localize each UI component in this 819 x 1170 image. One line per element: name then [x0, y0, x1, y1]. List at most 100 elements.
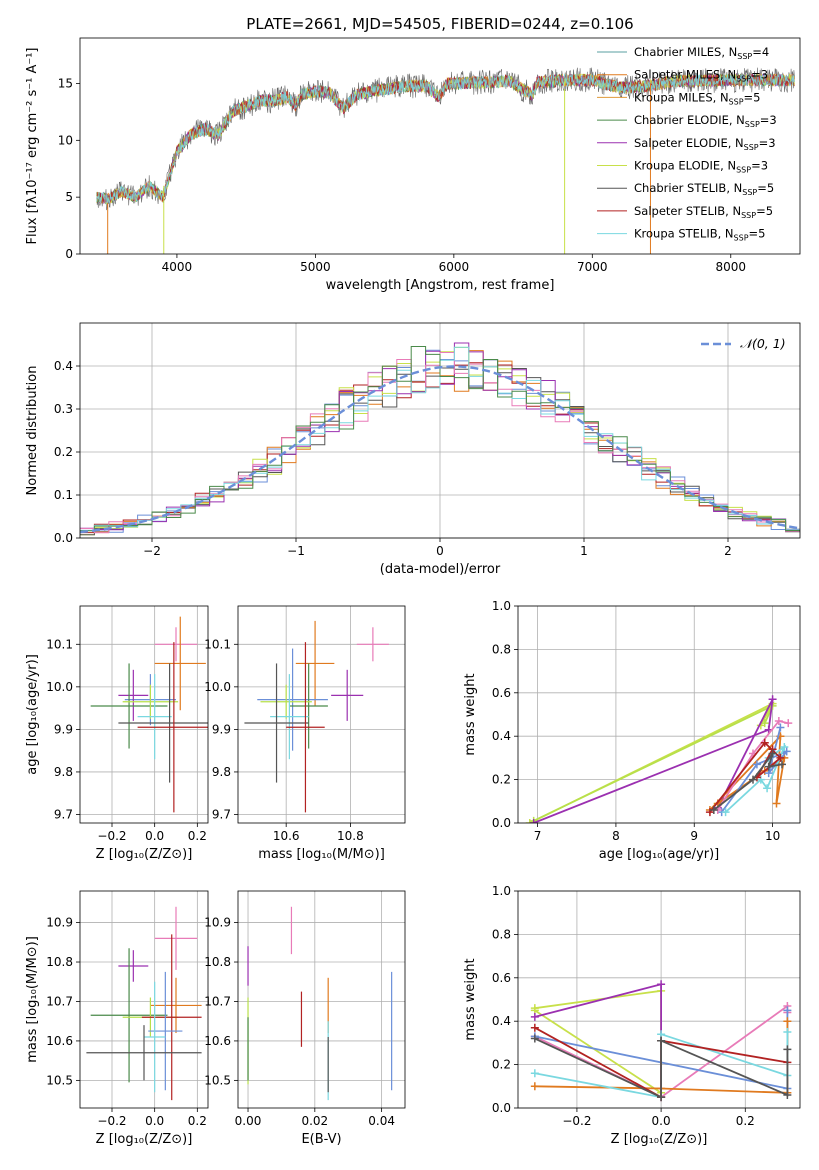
x-axis-label: wavelength [Angstrom, rest frame] — [326, 278, 555, 293]
x-tick-label: 0.0 — [652, 1114, 671, 1128]
legend-entry: Kroupa MILES, NSSP=5 — [634, 90, 760, 106]
weight-marker — [529, 819, 538, 823]
x-tick-label: 0.0 — [145, 829, 164, 843]
y-tick-label: 10.7 — [46, 994, 73, 1008]
plot-area — [244, 620, 389, 813]
y-tick-label: 0.8 — [492, 642, 511, 656]
x-tick-label: 10.8 — [337, 829, 364, 843]
x-axis-label: mass [log₁₀(M/M⊙)] — [258, 847, 385, 862]
axes-frame — [517, 890, 801, 1109]
y-tick-label: 10.6 — [204, 1034, 231, 1048]
y-tick-label: 10.5 — [46, 1073, 73, 1087]
legend: 𝒩(0, 1) — [701, 336, 786, 351]
x-axis-label: E(B-V) — [301, 1132, 341, 1147]
x-tick-label: 2 — [724, 544, 732, 558]
x-tick-label: 0.00 — [235, 1114, 262, 1128]
axes-frame — [79, 322, 801, 539]
axes-frame — [79, 605, 209, 824]
weight-marker — [530, 1069, 539, 1078]
axes-frame — [79, 37, 801, 255]
axes-frame — [237, 605, 406, 824]
weight-marker — [760, 738, 769, 747]
x-axis-label: (data-model)/error — [380, 562, 501, 577]
chart-spectrum: 4000 5000 6000 7000 8000 0 5 10 15 wavelength [An… — [25, 37, 801, 293]
y-tick-label: 9.8 — [54, 765, 73, 779]
y-tick-label: 9.7 — [54, 807, 73, 821]
figure-title: PLATE=2661, MJD=54505, FIBERID=0244, z=0… — [246, 15, 633, 33]
y-tick-label: 10.9 — [204, 916, 231, 930]
x-tick-label: 8 — [612, 829, 620, 843]
y-tick-label: 10.6 — [46, 1034, 73, 1048]
legend-entry: Kroupa STELIB, NSSP=5 — [634, 227, 765, 243]
x-tick-label: 1 — [580, 544, 588, 558]
x-tick-label: 10 — [765, 829, 780, 843]
x-tick-label: −1 — [287, 544, 305, 558]
x-tick-label: 7000 — [577, 260, 608, 274]
y-tick-label: 10.8 — [46, 955, 73, 969]
y-tick-label: 1.0 — [492, 599, 511, 613]
plot-area — [530, 980, 792, 1102]
weight-marker — [752, 760, 761, 769]
y-tick-label: 0.6 — [492, 971, 511, 985]
x-tick-label: 6000 — [439, 260, 470, 274]
y-tick-label: 10.0 — [46, 680, 73, 694]
x-tick-label: 7 — [534, 829, 542, 843]
y-tick-label: 0.0 — [54, 531, 73, 545]
weight-marker — [530, 1023, 539, 1032]
y-tick-label: 9.8 — [212, 765, 231, 779]
x-tick-label: 8000 — [715, 260, 746, 274]
chart-residuals: −2 −1 0 1 2 0.0 0.1 0.2 0.3 0.4 (data-model)/error… — [25, 322, 801, 577]
weight-marker — [749, 775, 757, 784]
y-tick-label: 0.2 — [492, 1058, 511, 1072]
axes-frame — [79, 890, 209, 1109]
plot-area — [525, 695, 793, 823]
chart-weight-vs-age: 7 8 9 10 0.0 0.2 0.4 0.6 0.8 1.0 age [log₁₀(age/yr… — [463, 599, 801, 862]
legend: Chabrier MILES, NSSP=4 Salpeter MILES, NS… — [597, 45, 777, 243]
y-axis-label: Flux [fλ10⁻¹⁷ erg cm⁻² s⁻¹ A⁻¹] — [25, 48, 40, 245]
weight-marker — [783, 1090, 792, 1099]
y-tick-label: 10 — [58, 133, 73, 147]
x-tick-label: 9 — [690, 829, 698, 843]
y-tick-label: 0.2 — [492, 773, 511, 787]
legend-entry: 𝒩(0, 1) — [740, 336, 786, 351]
plot-area — [86, 906, 202, 1101]
x-tick-label: 0.02 — [301, 1114, 328, 1128]
x-tick-label: 0.2 — [188, 1114, 207, 1128]
plot-area — [80, 342, 800, 536]
y-axis-label: mass [log₁₀(M/M⊙)] — [25, 936, 40, 1063]
y-tick-label: 0 — [65, 247, 73, 261]
x-tick-label: 0.04 — [368, 1114, 395, 1128]
weight-series — [717, 719, 789, 811]
x-axis-label: age [log₁₀(age/yr)] — [599, 847, 720, 862]
y-tick-label: 10.8 — [204, 955, 231, 969]
y-tick-label: 0.0 — [492, 816, 511, 830]
legend-entry: Chabrier ELODIE, NSSP=3 — [634, 113, 777, 129]
legend-entry: Chabrier MILES, NSSP=4 — [634, 45, 769, 61]
x-axis-label: Z [log₁₀(Z/Z⊙)] — [96, 847, 193, 862]
legend-entry: Chabrier STELIB, NSSP=5 — [634, 181, 774, 197]
weight-marker — [777, 760, 786, 769]
x-tick-label: −0.2 — [97, 1114, 126, 1128]
y-tick-label: 10.7 — [204, 994, 231, 1008]
weight-marker — [780, 743, 789, 752]
y-tick-label: 9.9 — [54, 722, 73, 736]
y-tick-label: 15 — [58, 76, 73, 90]
x-tick-label: 0.2 — [736, 1114, 755, 1128]
x-tick-label: 5000 — [300, 260, 331, 274]
y-tick-label: 5 — [65, 190, 73, 204]
x-axis-label: Z [log₁₀(Z/Z⊙)] — [96, 1132, 193, 1147]
y-tick-label: 0.2 — [54, 445, 73, 459]
normal-curve — [80, 365, 798, 534]
y-axis-label: mass weight — [463, 673, 478, 755]
y-axis-label: Normed distribution — [25, 366, 40, 496]
weight-marker — [774, 717, 783, 726]
legend-entry: Kroupa ELODIE, NSSP=3 — [634, 159, 768, 175]
y-tick-label: 0.4 — [492, 1014, 511, 1028]
y-tick-label: 0.0 — [492, 1101, 511, 1115]
weight-marker — [709, 805, 718, 814]
y-tick-label: 0.1 — [54, 488, 73, 502]
weight-marker — [721, 808, 730, 817]
legend-entry: Salpeter MILES, NSSP=3 — [634, 68, 768, 84]
y-tick-label: 0.8 — [492, 927, 511, 941]
weight-marker — [772, 799, 781, 808]
